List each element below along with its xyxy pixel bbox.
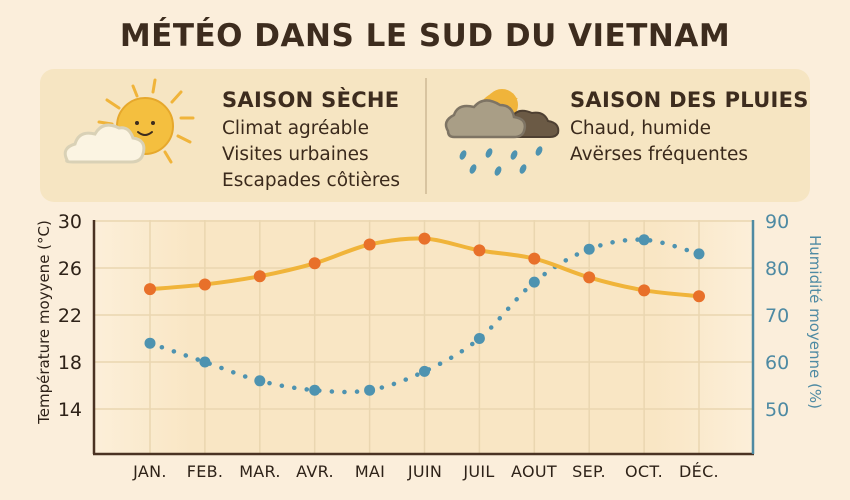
- wet-season-card: SAISON DES PLUIES Chaud, humide Avërses …: [570, 88, 809, 168]
- humidity-point: [419, 365, 430, 377]
- x-tick-month: JUIN: [407, 462, 443, 481]
- temperature-series: [144, 232, 705, 303]
- rain-cloud-icon: [444, 89, 560, 176]
- x-tick-month: AOUT: [511, 462, 557, 481]
- humidity-point: [309, 384, 321, 396]
- dry-season-heading: SAISON SÈCHE: [222, 88, 400, 112]
- humidity-point: [199, 356, 211, 368]
- humidity-point: [583, 243, 595, 255]
- x-tick-month: OCT.: [625, 462, 663, 481]
- temperature-point: [528, 252, 541, 265]
- temperature-point: [253, 270, 266, 283]
- y-tick-left: 14: [57, 399, 82, 421]
- sun-with-cloud-icon: [63, 78, 195, 164]
- x-tick-month: FEB.: [186, 462, 224, 481]
- humidity-point: [254, 375, 266, 387]
- y-axis-left-label: Température moyyene (°C): [35, 220, 53, 424]
- temperature-point: [144, 283, 156, 296]
- x-tick-month: MAR.: [239, 462, 281, 481]
- humidity-point: [693, 248, 705, 260]
- x-tick-month: AVR.: [296, 462, 334, 481]
- humidity-point: [528, 276, 540, 288]
- x-tick-month: DÉC.: [679, 462, 719, 481]
- humidity-point: [364, 384, 376, 396]
- humidity-series: [144, 234, 705, 396]
- temperature-point: [363, 238, 376, 251]
- dry-season-card: SAISON SÈCHE Climat agréable Visites urb…: [222, 88, 400, 194]
- humidity-point: [144, 337, 156, 349]
- y-tick-right: 50: [765, 399, 790, 421]
- wet-season-heading: SAISON DES PLUIES: [570, 88, 809, 112]
- y-tick-right: 70: [765, 305, 790, 327]
- page-title: MÉTÉO DANS LE SUD DU VIETNAM: [119, 18, 731, 54]
- y-axis-right-label: Humidité moyenne (%): [806, 235, 824, 409]
- y-tick-left: 26: [57, 258, 82, 280]
- x-tick-month: SEP.: [572, 462, 606, 481]
- temperature-point: [693, 290, 705, 303]
- y-tick-right: 60: [765, 352, 790, 374]
- temperature-point: [638, 284, 651, 297]
- humidity-point: [638, 234, 650, 246]
- y-tick-right: 90: [765, 211, 790, 233]
- y-tick-left: 30: [57, 211, 82, 233]
- wet-season-line: Avërses fréquentes: [570, 144, 748, 165]
- temperature-point: [308, 257, 321, 270]
- wet-season-line: Chaud, humide: [570, 118, 711, 139]
- x-tick-month: JUIL: [463, 462, 495, 481]
- dry-season-line: Escapades côtières: [222, 170, 401, 191]
- y-tick-left: 18: [57, 352, 82, 374]
- temperature-point: [418, 232, 431, 245]
- x-tick-month: MAI: [354, 462, 386, 481]
- temperature-point: [473, 244, 486, 257]
- y-tick-right: 80: [765, 258, 790, 280]
- dry-season-line: Climat agréable: [222, 118, 369, 139]
- plot-area: [94, 220, 753, 453]
- temperature-point: [198, 278, 211, 291]
- humidity-point: [473, 333, 485, 344]
- x-tick-month: JAN.: [133, 462, 167, 481]
- temperature-point: [583, 271, 596, 284]
- season-divider: [425, 78, 427, 194]
- y-tick-left: 22: [57, 305, 82, 327]
- dry-season-line: Visites urbaines: [222, 144, 369, 165]
